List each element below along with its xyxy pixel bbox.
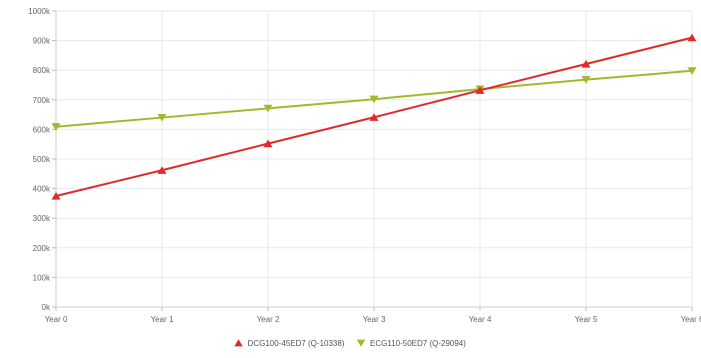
x-tick-label: Year 0 [45, 315, 68, 324]
y-tick-label: 400k [33, 185, 51, 194]
x-tick-label: Year 4 [469, 315, 492, 324]
x-tick-label: Year 6 [681, 315, 701, 324]
data-point-marker[interactable] [581, 76, 591, 84]
y-tick-label: 600k [33, 125, 51, 134]
data-point-marker[interactable] [263, 139, 273, 148]
legend-item[interactable]: ECG110-50ED7 (Q-29094) [356, 339, 466, 348]
data-point-marker[interactable] [581, 59, 591, 68]
data-point-marker[interactable] [51, 191, 61, 200]
data-point-marker[interactable] [157, 113, 167, 122]
series-layer [51, 33, 697, 200]
legend-label: ECG110-50ED7 (Q-29094) [370, 339, 466, 348]
data-point-marker[interactable] [157, 166, 167, 174]
data-point-marker[interactable] [263, 104, 273, 113]
y-tick-label: 100k [33, 273, 51, 282]
grid-layer [56, 10, 693, 308]
x-tick-label: Year 1 [151, 315, 174, 324]
legend-label: DCG100-45ED7 (Q-10338) [248, 339, 345, 348]
y-tick-label: 200k [33, 244, 51, 253]
x-tick-label: Year 3 [363, 315, 386, 324]
axis-layer: 0k 100k 200k 300k 400k 500k 600k 700k 800k 900k 10… [28, 7, 701, 324]
legend[interactable]: DCG100-45ED7 (Q-10338) ECG110-50ED7 (Q-29… [234, 339, 466, 348]
data-point-marker[interactable] [51, 123, 61, 131]
legend-marker-icon [356, 339, 366, 347]
x-tick-label: Year 2 [257, 315, 280, 324]
data-point-marker[interactable] [687, 67, 697, 75]
data-point-marker[interactable] [369, 95, 379, 104]
y-tick-label: 900k [33, 37, 51, 46]
y-tick-label: 500k [33, 155, 51, 164]
y-tick-label: 800k [33, 66, 51, 75]
data-point-marker[interactable] [687, 33, 697, 42]
y-tick-label: 300k [33, 214, 51, 223]
y-tick-label: 700k [33, 96, 51, 105]
y-tick-label: 0k [42, 303, 51, 312]
y-tick-label: 1000k [28, 7, 51, 16]
x-tick-label: Year 5 [575, 315, 598, 324]
data-point-marker[interactable] [475, 86, 485, 94]
legend-marker-icon [234, 339, 243, 347]
data-point-marker[interactable] [369, 113, 379, 121]
legend-item[interactable]: DCG100-45ED7 (Q-10338) [234, 339, 345, 348]
